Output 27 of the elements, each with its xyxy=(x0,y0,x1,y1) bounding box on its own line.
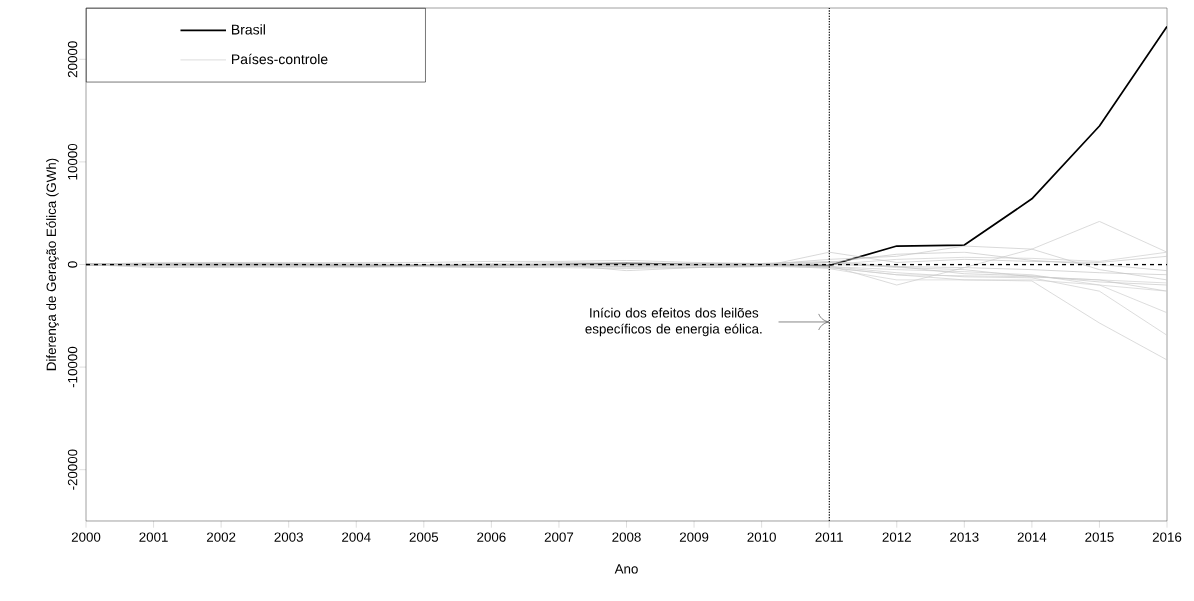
x-tick-label: 2014 xyxy=(1017,532,1047,542)
x-tick-label: 2013 xyxy=(950,532,979,542)
x-tick-label: 2012 xyxy=(882,532,911,542)
legend-label: Brasil xyxy=(232,24,265,35)
y-tick-label: 10000 xyxy=(67,143,78,180)
y-axis-title: Diferença de Geração Eólica (GWh) xyxy=(46,158,59,371)
x-tick-label: 2009 xyxy=(679,532,709,542)
y-tick-label: 20000 xyxy=(67,41,78,78)
x-tick-label: 2008 xyxy=(612,532,641,542)
x-tick-label: 2007 xyxy=(544,532,574,542)
x-tick-label: 2004 xyxy=(342,532,371,542)
x-tick-label: 2005 xyxy=(409,532,439,542)
x-tick-label: 2001 xyxy=(139,532,168,542)
legend-label: Países-controle xyxy=(232,53,328,65)
x-tick-label: 2002 xyxy=(206,532,236,542)
x-axis-title: Ano xyxy=(614,564,638,574)
y-tick-label: -20000 xyxy=(67,449,78,490)
x-tick-label: 2006 xyxy=(477,532,506,542)
x-tick-label: 2000 xyxy=(71,532,101,542)
annotation: Início dos efeitos dos leilões específicos de energia eólica. xyxy=(585,307,762,337)
y-tick-label: -10000 xyxy=(67,346,78,388)
x-tick-label: 2003 xyxy=(274,532,303,542)
x-tick-label: 2016 xyxy=(1152,532,1182,542)
x-tick-label: 2011 xyxy=(815,532,843,542)
x-tick-label: 2015 xyxy=(1085,532,1114,542)
y-tick-label: 0 xyxy=(67,261,78,268)
x-tick-label: 2010 xyxy=(747,532,776,542)
